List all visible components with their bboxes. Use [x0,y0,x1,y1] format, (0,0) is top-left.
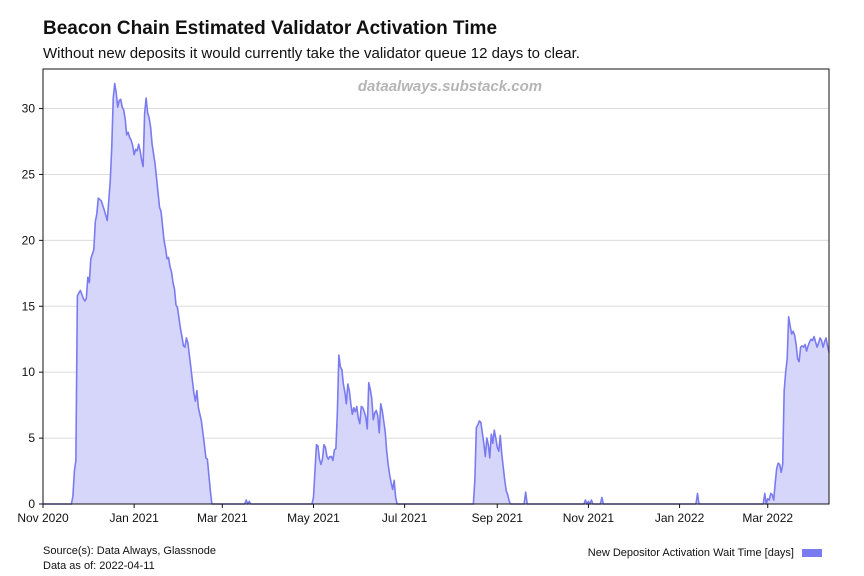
plot-frame [42,68,830,505]
x-tick-label: Jan 2021 [109,511,159,525]
x-tick-label: Jan 2022 [655,511,705,525]
y-tick-label: 5 [28,431,35,445]
y-tick-label: 30 [22,102,36,116]
sources-text: Source(s): Data Always, Glassnode [43,545,217,557]
y-tick-label: 20 [22,233,36,247]
x-tick-label: Mar 2022 [742,511,793,525]
series-line [43,82,830,505]
x-tick-label: May 2021 [287,511,340,525]
legend-swatch [802,549,822,557]
y-tick-label: 0 [28,497,35,511]
series-area [43,83,829,504]
chart-subtitle: Without new deposits it would currently … [43,45,580,62]
watermark-text: dataalways.substack.com [358,78,542,95]
footer-sources: Source(s): Data Always, Glassnode Data a… [43,544,216,574]
y-tick-label: 15 [22,299,36,313]
legend-label: New Depositor Activation Wait Time [days… [587,547,794,559]
y-axis: 0 5 10 15 20 25 30 [22,102,43,511]
chart-title: Beacon Chain Estimated Validator Activat… [43,18,498,39]
data-as-of-text: Data as of: 2022-04-11 [43,560,155,572]
y-tick-label: 25 [22,167,36,181]
series-layer [43,82,830,505]
x-axis: Nov 2020 Jan 2021 Mar 2021 May 2021 Jul 2021… [17,504,793,525]
x-tick-label: Sep 2021 [472,511,524,525]
legend: New Depositor Activation Wait Time [days… [588,547,822,559]
x-tick-label: Nov 2020 [17,511,69,525]
x-tick-label: Mar 2021 [197,511,248,525]
x-tick-label: Nov 2021 [563,511,615,525]
x-tick-label: Jul 2021 [382,511,428,525]
y-tick-label: 10 [22,365,36,379]
